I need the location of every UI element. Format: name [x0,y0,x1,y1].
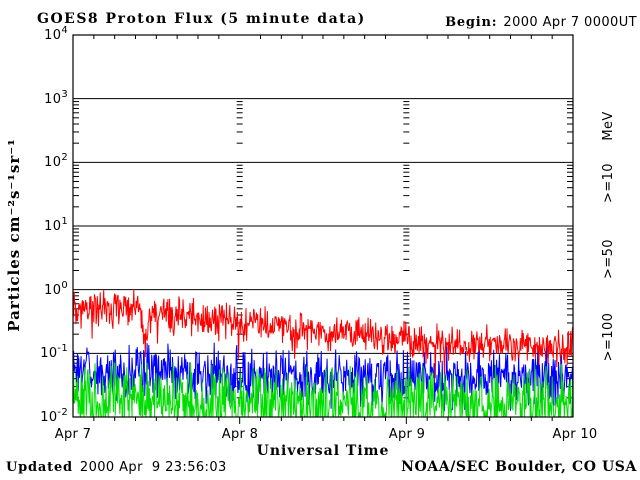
plot-area [72,34,574,424]
updated-value: 2000 Apr 9 23:56:03 [80,460,227,475]
legend-gte100: >=100 [601,313,616,362]
x-tick-apr9: Apr 9 [389,427,425,442]
y-tick-1e3: 103 [44,89,68,107]
y-axis-title: Particles cm⁻²s⁻¹sr⁻¹ [5,138,23,331]
begin-label: Begin: [445,15,497,30]
y-tick-1e1: 101 [44,216,68,234]
legend-units-mev: MeV [601,111,616,140]
credit-text: NOAA/SEC Boulder, CO USA [401,459,637,475]
updated-label: Updated [6,460,73,475]
legend-gte50: >=50 [601,239,616,279]
begin-value: 2000 Apr 7 0000UT [503,15,637,30]
series-line-protons_gte_100_MeV [73,361,573,417]
x-axis-title: Universal Time [257,443,390,459]
y-tick-1e2: 102 [44,152,68,170]
page-title: GOES8 Proton Flux (5 minute data) [37,11,366,27]
y-tick-1e-1: 10-1 [40,343,68,361]
x-tick-apr10: Apr 10 [553,427,598,442]
updated-timestamp: Updated 2000 Apr 9 23:56:03 [6,460,227,475]
y-tick-1e-2: 10-2 [40,407,68,425]
legend-gte10: >=10 [601,163,616,203]
y-tick-1e0: 100 [44,280,68,298]
y-tick-1e4: 104 [44,25,68,43]
x-tick-apr8: Apr 8 [222,427,258,442]
series-line-protons_gte_10_MeV [73,289,573,379]
x-tick-apr7: Apr 7 [55,427,91,442]
begin-timestamp: Begin: 2000 Apr 7 0000UT [445,15,637,30]
